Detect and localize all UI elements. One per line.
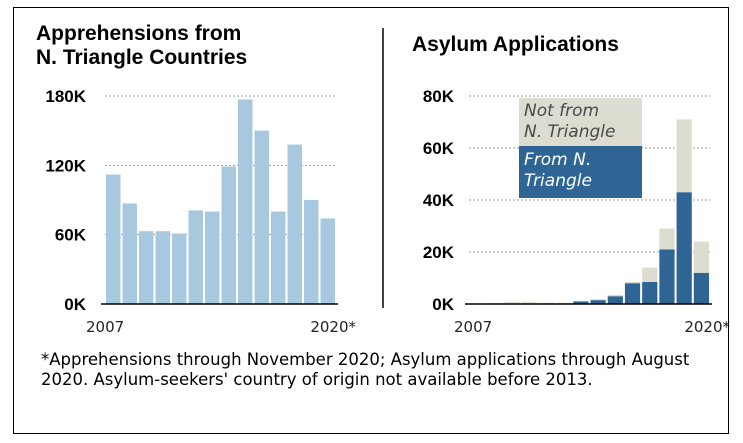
bar-from-n-triangle	[607, 296, 623, 304]
asylum-applications-chart: Asylum Applications 0K 20K 40K 60K 80K 2007 202…	[412, 33, 730, 336]
bar-not-from-n-triangle	[642, 267, 658, 282]
legend-label-not-from-n-triangle: N. Triangle	[524, 122, 615, 142]
bar-apprehensions	[320, 218, 335, 304]
bar-not-from-n-triangle	[521, 302, 537, 304]
y-tick-label: 120K	[45, 156, 86, 175]
y-tick-label: 0K	[64, 295, 86, 314]
legend-swatch-from-n-triangle	[519, 146, 642, 198]
bar-apprehensions	[304, 200, 319, 304]
x-tick-label: 2007	[86, 318, 124, 336]
y-tick-label: 0K	[432, 295, 454, 314]
bar-apprehensions	[221, 166, 236, 304]
legend-label-not-from-n-triangle: Not from	[524, 101, 599, 121]
bar-apprehensions	[172, 233, 187, 304]
chart-title-line: Apprehensions from	[36, 22, 241, 45]
y-tick-label: 80K	[423, 87, 455, 106]
bar-not-from-n-triangle	[590, 299, 606, 301]
y-tick-label: 20K	[423, 243, 455, 262]
bar-apprehensions	[238, 99, 253, 304]
bar-apprehensions	[254, 130, 269, 304]
bar-from-n-triangle	[573, 301, 589, 304]
y-tick-label: 40K	[423, 191, 455, 210]
bar-apprehensions	[122, 203, 137, 304]
bar-apprehensions	[205, 211, 220, 304]
legend-label-from-n-triangle: From N.	[524, 150, 591, 170]
bar-not-from-n-triangle	[624, 281, 641, 284]
bar-not-from-n-triangle	[504, 302, 520, 304]
bar-from-n-triangle	[676, 192, 692, 304]
bar-apprehensions	[106, 174, 121, 304]
y-tick-label: 180K	[45, 87, 86, 106]
bar-apprehensions	[188, 210, 203, 304]
bar-from-n-triangle	[624, 283, 641, 304]
bar-not-from-n-triangle	[659, 228, 675, 250]
figure-frame: Apprehensions from N. Triangle Countries 0…	[13, 7, 730, 434]
bar-apprehensions	[287, 144, 302, 304]
chart-title: Asylum Applications	[412, 33, 619, 56]
footnote: *Apprehensions through November 2020; As…	[41, 350, 690, 389]
bar-from-n-triangle	[693, 272, 709, 304]
y-tick-label: 60K	[423, 139, 455, 158]
bar-not-from-n-triangle	[693, 241, 709, 273]
bar-apprehensions	[271, 211, 286, 304]
chart-title-line: N. Triangle Countries	[36, 46, 247, 69]
bar-not-from-n-triangle	[607, 294, 623, 297]
bar-from-n-triangle	[659, 249, 675, 304]
y-tick-label: 60K	[55, 226, 87, 245]
x-tick-label: 2007	[454, 318, 492, 336]
bar-from-n-triangle	[590, 300, 606, 304]
bar-not-from-n-triangle	[676, 119, 692, 193]
bar-apprehensions	[139, 231, 154, 304]
bar-from-n-triangle	[642, 281, 658, 304]
x-tick-label: 2020*	[310, 318, 356, 336]
bar-apprehensions	[155, 231, 170, 304]
legend-label-from-n-triangle: Triangle	[524, 171, 592, 191]
legend-swatch-not-from-n-triangle	[519, 98, 642, 146]
x-tick-label: 2020*	[684, 318, 730, 336]
